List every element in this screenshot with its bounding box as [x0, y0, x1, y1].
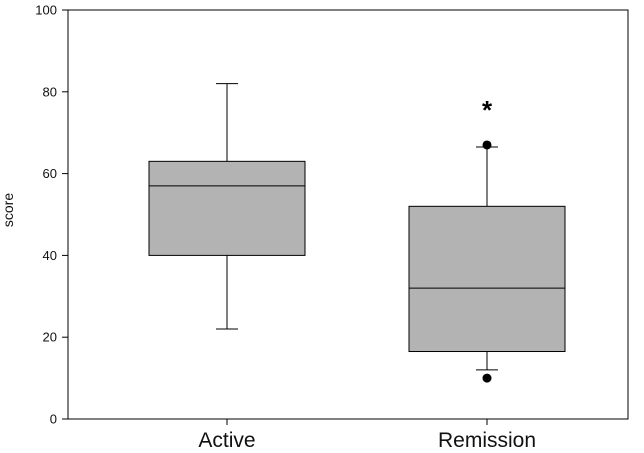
box-active [148, 83, 306, 330]
plot-frame [67, 9, 629, 420]
outlier-point [482, 140, 492, 150]
y-tick-label: 20 [43, 330, 57, 345]
y-tick-label: 0 [50, 412, 57, 427]
iqr-box [148, 160, 306, 256]
y-tick-label: 60 [43, 166, 57, 181]
outlier-point [482, 373, 492, 383]
y-tick-label: 80 [43, 84, 57, 99]
iqr-box [408, 205, 566, 353]
x-category-label: Remission [438, 429, 536, 452]
y-tick-label: 40 [43, 248, 57, 263]
y-tick-label: 100 [35, 3, 57, 18]
x-axis: Active Remission [198, 419, 536, 452]
annotations: * [482, 95, 493, 125]
y-axis: 0 20 40 60 80 100 [35, 3, 68, 427]
y-axis-title: score [0, 193, 16, 227]
box-remission [408, 140, 566, 383]
x-category-label: Active [198, 429, 255, 452]
significance-asterisk: * [482, 95, 493, 125]
boxes [148, 83, 566, 383]
plot-area [67, 9, 629, 420]
